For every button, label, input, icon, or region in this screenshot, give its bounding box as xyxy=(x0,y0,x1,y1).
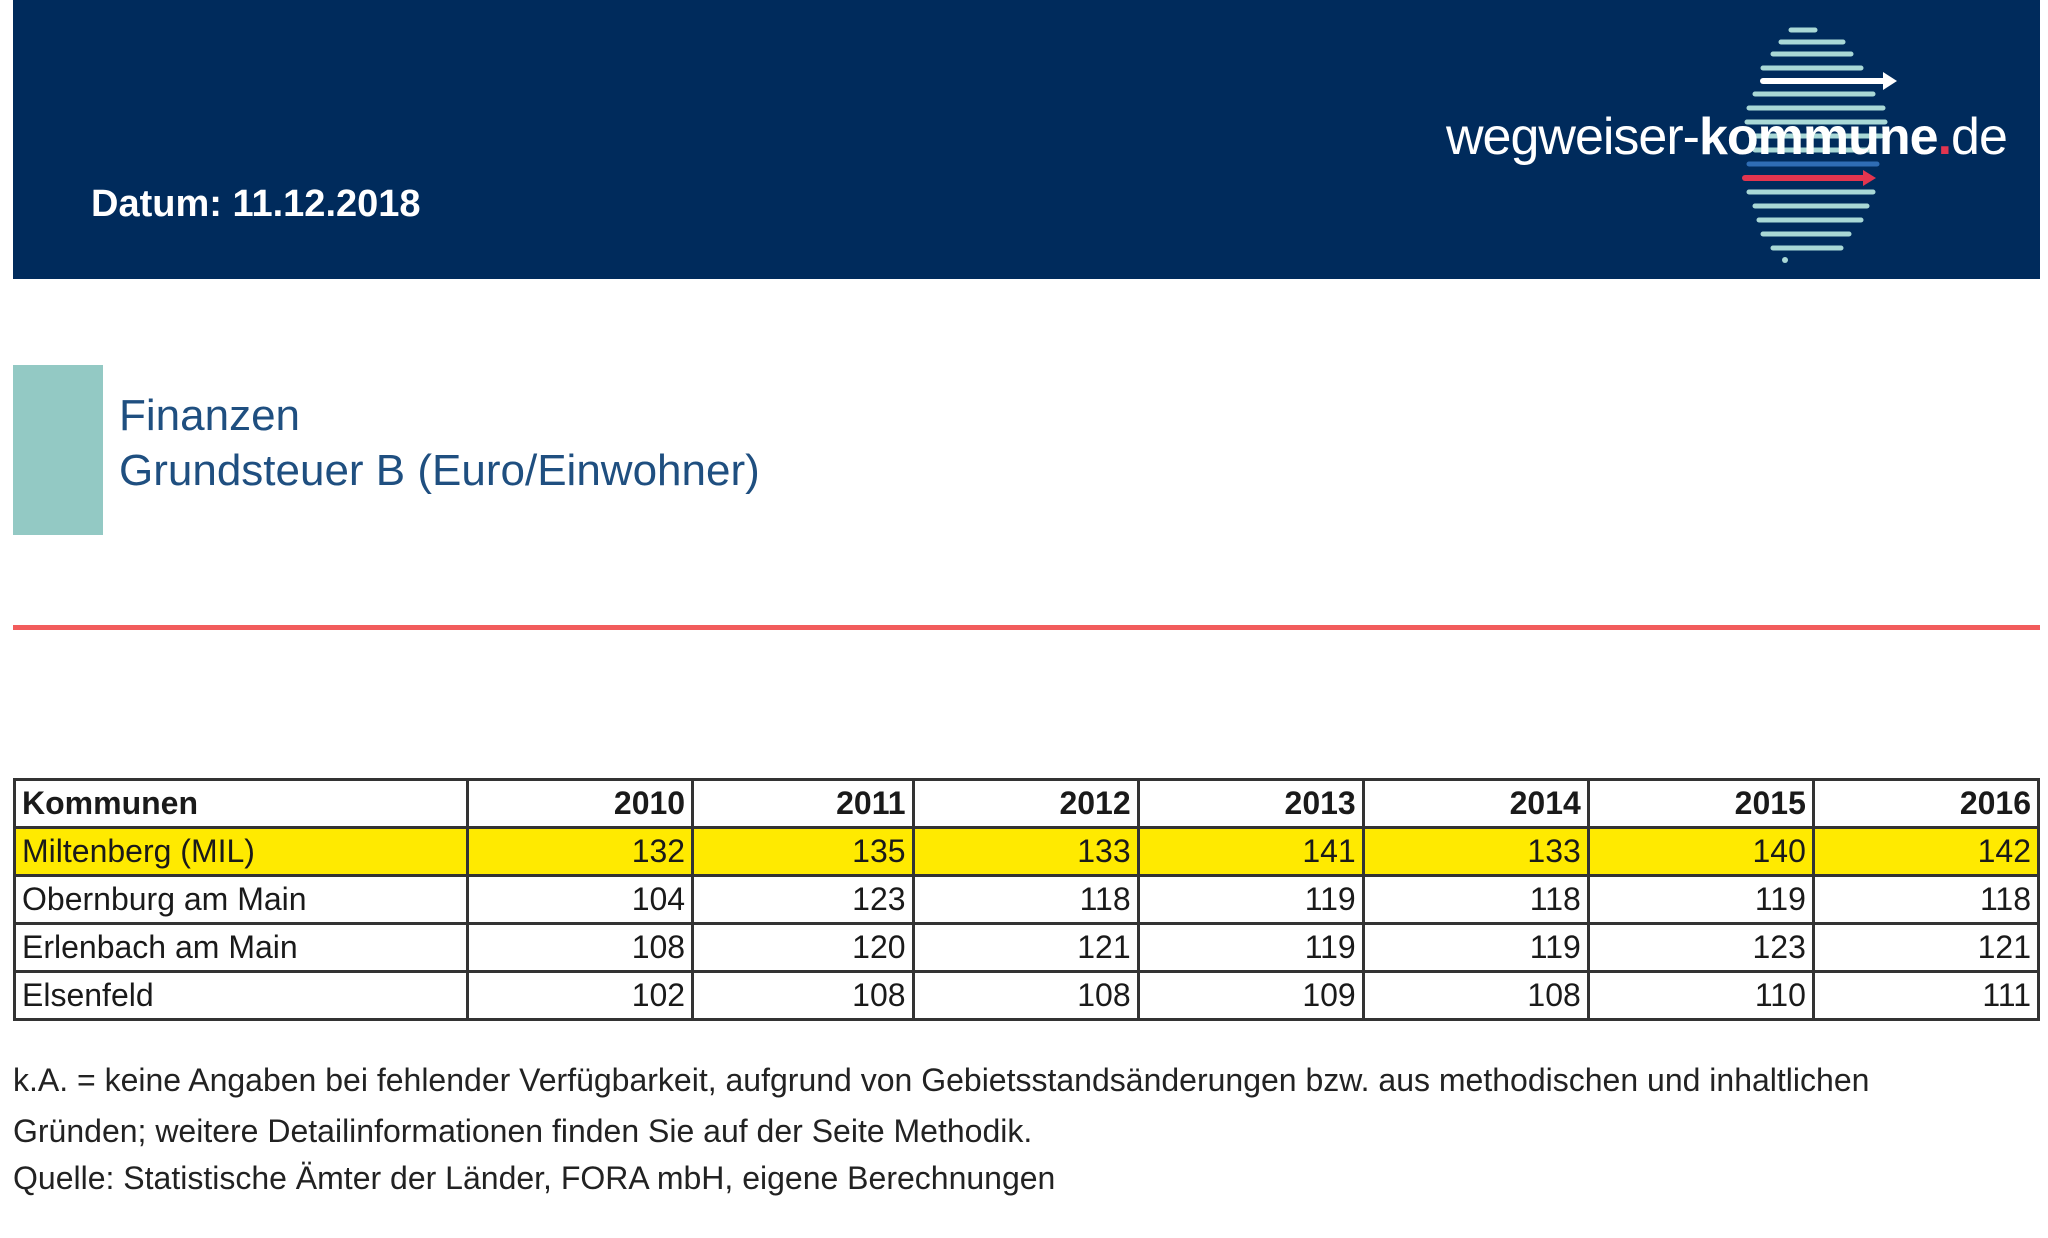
table-cell: 121 xyxy=(911,922,1140,973)
table-cell: 133 xyxy=(911,826,1140,877)
table-cell: 123 xyxy=(691,874,915,925)
column-header: 2015 xyxy=(1586,778,1815,829)
table-cell: 135 xyxy=(691,826,915,877)
logo-part-de: de xyxy=(1951,108,2008,166)
grundsteuer-table: Kommunen 2010 2011 2012 2013 2014 2015 2… xyxy=(13,778,2041,1021)
section-heading: Finanzen Grundsteuer B (Euro/Einwohner) xyxy=(119,388,760,498)
logo-part-kommune: kommune xyxy=(1698,108,1939,166)
row-name: Erlenbach am Main xyxy=(13,922,469,973)
table-cell: 109 xyxy=(1136,970,1365,1021)
table-row: Elsenfeld 102 108 108 109 108 110 111 xyxy=(13,970,2041,1021)
table-cell: 119 xyxy=(1361,922,1590,973)
table-row: Miltenberg (MIL) 132 135 133 141 133 140… xyxy=(13,826,2041,877)
table-cell: 108 xyxy=(1361,970,1590,1021)
column-header: 2010 xyxy=(465,778,695,829)
logo-dot: . xyxy=(1937,108,1952,166)
row-name: Obernburg am Main xyxy=(13,874,469,925)
report-date: Datum: 11.12.2018 xyxy=(91,183,421,225)
table-cell: 119 xyxy=(1136,874,1365,925)
column-header: 2012 xyxy=(911,778,1140,829)
logo-part-wegweiser: wegweiser- xyxy=(1446,108,1700,166)
column-header: 2016 xyxy=(1811,778,2041,829)
table-cell: 119 xyxy=(1586,874,1815,925)
table-cell: 121 xyxy=(1811,922,2041,973)
column-header: 2014 xyxy=(1361,778,1590,829)
row-name: Elsenfeld xyxy=(13,970,469,1021)
germany-map-logo-icon xyxy=(1742,27,1897,263)
table-cell: 108 xyxy=(465,922,695,973)
table-cell: 118 xyxy=(1361,874,1590,925)
table-cell: 141 xyxy=(1136,826,1365,877)
divider-rule xyxy=(13,625,2040,630)
table-cell: 111 xyxy=(1811,970,2041,1021)
column-header: 2011 xyxy=(691,778,915,829)
row-name: Miltenberg (MIL) xyxy=(13,826,469,877)
table-cell: 118 xyxy=(911,874,1140,925)
section-title: Grundsteuer B (Euro/Einwohner) xyxy=(119,446,760,495)
table-cell: 102 xyxy=(465,970,695,1021)
table-row: Erlenbach am Main 108 120 121 119 119 12… xyxy=(13,922,2041,973)
table-cell: 142 xyxy=(1811,826,2041,877)
table-cell: 133 xyxy=(1361,826,1590,877)
wegweiser-kommune-logo[interactable]: wegweiser-kommune.de xyxy=(1446,107,2008,167)
column-header: 2013 xyxy=(1136,778,1365,829)
header-band: Datum: 11.12.2018 xyxy=(13,0,2040,279)
table-cell: 108 xyxy=(691,970,915,1021)
table-cell: 132 xyxy=(465,826,695,877)
section-accent-bar xyxy=(13,365,103,535)
table-cell: 118 xyxy=(1811,874,2041,925)
table-cell: 108 xyxy=(911,970,1140,1021)
table-cell: 119 xyxy=(1136,922,1365,973)
table-cell: 120 xyxy=(691,922,915,973)
table-cell: 140 xyxy=(1586,826,1815,877)
column-header: Kommunen xyxy=(13,778,469,829)
table-cell: 123 xyxy=(1586,922,1815,973)
source-text: Quelle: Statistische Ämter der Länder, F… xyxy=(13,1160,1056,1196)
section-category: Finanzen xyxy=(119,391,301,440)
table-header-row: Kommunen 2010 2011 2012 2013 2014 2015 2… xyxy=(13,778,2041,829)
table-row: Obernburg am Main 104 123 118 119 118 11… xyxy=(13,874,2041,925)
table-cell: 110 xyxy=(1586,970,1815,1021)
table-cell: 104 xyxy=(465,874,695,925)
footnote-text: k.A. = keine Angaben bei fehlender Verfü… xyxy=(13,1062,1870,1149)
